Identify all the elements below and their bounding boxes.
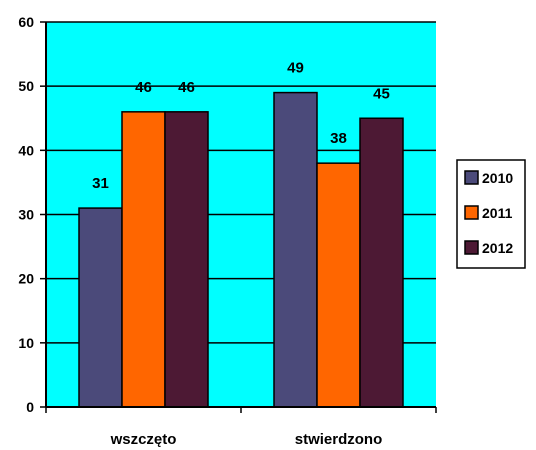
bar xyxy=(273,91,318,408)
legend-swatch xyxy=(464,170,479,185)
bar xyxy=(121,111,166,408)
x-category-label: stwierdzono xyxy=(295,431,383,448)
data-label: 38 xyxy=(330,130,347,147)
bar xyxy=(316,162,361,408)
bar xyxy=(78,207,123,408)
bars xyxy=(78,91,404,408)
data-label: 45 xyxy=(373,85,390,102)
bar xyxy=(359,117,404,408)
y-axis xyxy=(40,21,47,408)
x-axis xyxy=(45,406,437,413)
legend: 2010 2011 2012 xyxy=(456,159,526,269)
legend-label: 2010 xyxy=(482,170,513,186)
legend-label: 2011 xyxy=(482,205,513,221)
y-tick-label: 20 xyxy=(18,271,34,287)
y-tick-label: 60 xyxy=(18,14,34,30)
y-tick-label: 0 xyxy=(26,399,34,415)
x-category-labels: wszczęto stwierdzono xyxy=(110,431,383,448)
legend-swatch xyxy=(464,205,479,220)
y-tick-label: 30 xyxy=(18,207,34,223)
data-label: 46 xyxy=(135,79,152,96)
y-tick-label: 10 xyxy=(18,335,34,351)
data-labels: 31 46 46 49 38 45 xyxy=(92,60,390,192)
y-tick-label: 40 xyxy=(18,142,34,158)
legend-label: 2012 xyxy=(482,240,513,256)
data-label: 49 xyxy=(287,60,304,77)
legend-swatch xyxy=(464,240,479,255)
data-label: 31 xyxy=(92,175,109,192)
y-tick-label: 50 xyxy=(18,78,34,94)
data-label: 46 xyxy=(178,79,195,96)
bar xyxy=(164,111,209,408)
x-category-label: wszczęto xyxy=(110,431,177,448)
y-tick-labels: 0 10 20 30 40 50 60 xyxy=(18,14,34,415)
